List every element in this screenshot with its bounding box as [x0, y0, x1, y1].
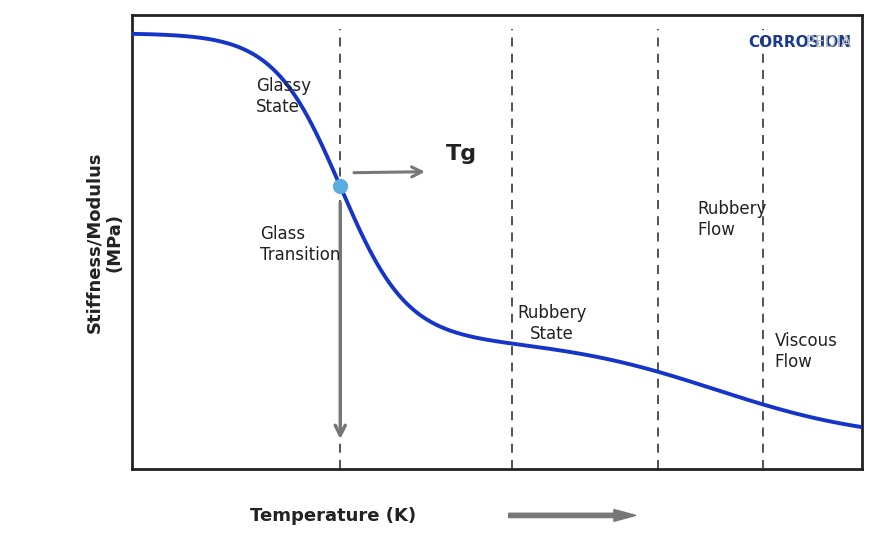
- Text: Glass
Transition: Glass Transition: [260, 225, 340, 264]
- Text: Rubbery
State: Rubbery State: [517, 305, 587, 343]
- Text: Rubbery
Flow: Rubbery Flow: [698, 200, 767, 239]
- Text: Tg: Tg: [446, 144, 477, 164]
- Y-axis label: Stiffness/Modulus
(MPa): Stiffness/Modulus (MPa): [85, 151, 124, 333]
- Text: Glassy
State: Glassy State: [256, 77, 311, 116]
- Text: CORROSION: CORROSION: [748, 36, 851, 51]
- Text: Viscous
Flow: Viscous Flow: [774, 332, 838, 371]
- Text: Temperature (K): Temperature (K): [250, 507, 417, 525]
- Text: PEDIA: PEDIA: [757, 36, 851, 51]
